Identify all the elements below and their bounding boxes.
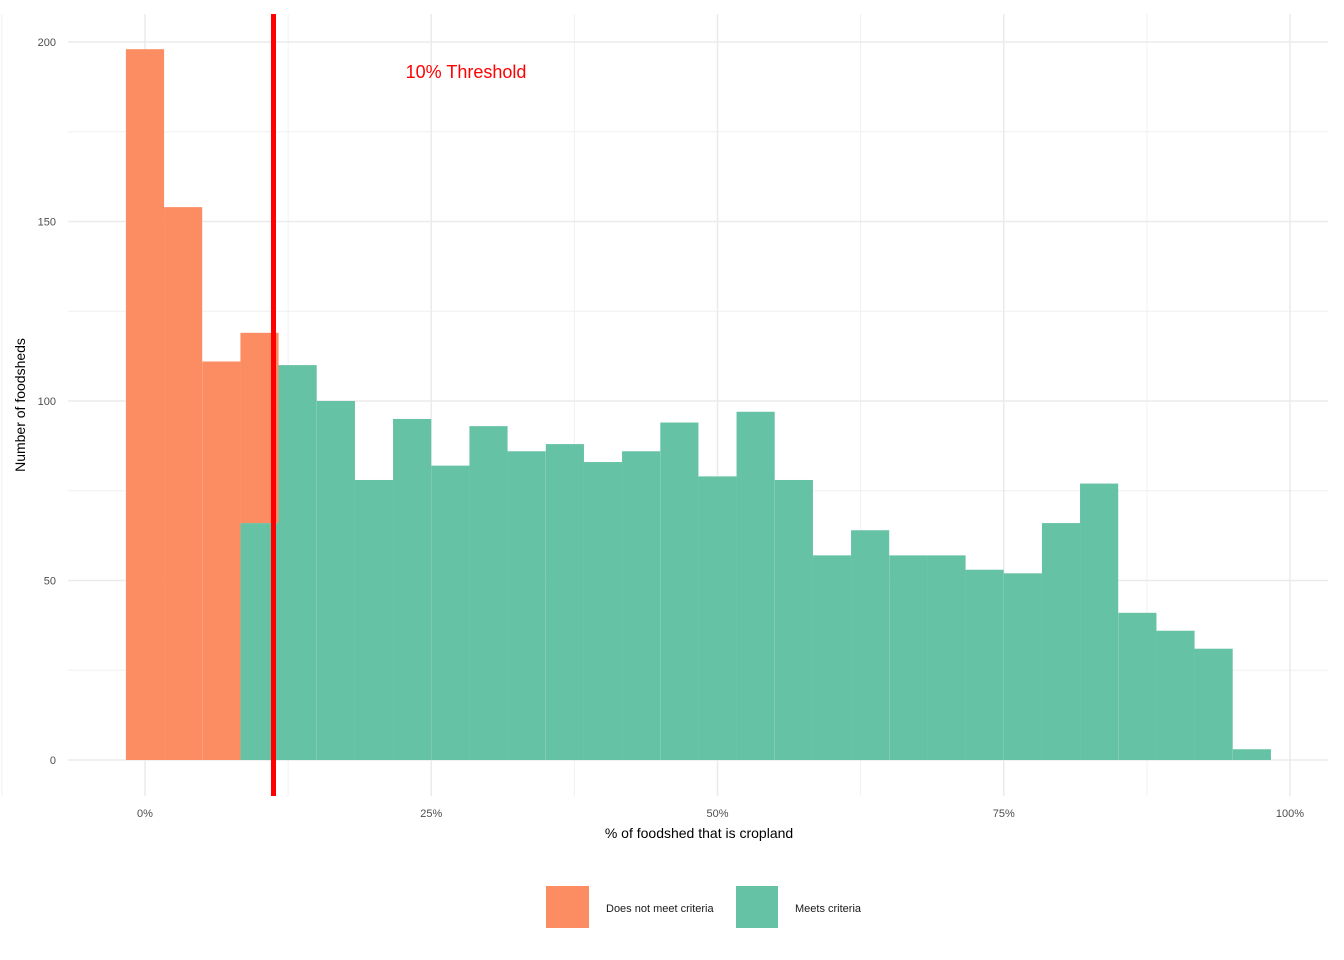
bar-meets-criteria (1041, 523, 1081, 760)
x-tick-labels: 0% 25% 50% 75% 100% (137, 808, 1304, 820)
bar-meets-criteria (1003, 573, 1042, 760)
y-axis-title: Number of foodsheds (12, 338, 28, 472)
legend: Does not meet criteria Meets criteria (546, 886, 862, 928)
y-tick-label: 100 (38, 396, 56, 408)
x-tick-label: 50% (706, 808, 728, 820)
y-tick-label: 200 (38, 37, 56, 49)
bar-meets-criteria (812, 555, 852, 760)
x-axis-title: % of foodshed that is cropland (605, 825, 793, 841)
bar-meets-criteria (889, 555, 928, 760)
legend-swatch-does-not-meet (546, 886, 589, 928)
bar-meets-criteria (393, 418, 432, 760)
bar-meets-criteria (1232, 749, 1271, 760)
bar-meets-criteria (965, 569, 1004, 760)
bar-meets-criteria (469, 426, 508, 760)
bar-meets-criteria (698, 476, 737, 760)
bar-meets-criteria (278, 365, 317, 760)
bar-meets-criteria (545, 444, 584, 760)
y-tick-label: 150 (38, 217, 56, 229)
bar-meets-criteria (660, 422, 699, 760)
bar-does-not-meet-criteria (202, 361, 241, 760)
bar-meets-criteria (1118, 612, 1157, 760)
bar-meets-criteria (1194, 648, 1233, 760)
bar-meets-criteria (431, 465, 470, 760)
legend-swatch-meets (736, 886, 778, 928)
bar-meets-criteria (851, 530, 890, 760)
x-tick-label: 75% (993, 808, 1015, 820)
bar-meets-criteria (622, 451, 661, 760)
bar-does-not-meet-criteria (125, 49, 165, 761)
y-tick-labels: 0 50 100 150 200 (38, 37, 56, 767)
y-tick-label: 0 (50, 755, 56, 767)
x-tick-label: 100% (1276, 808, 1304, 820)
bar-meets-criteria (507, 451, 546, 760)
y-tick-label: 50 (44, 576, 56, 588)
x-tick-label: 25% (420, 808, 442, 820)
bar-meets-criteria (927, 555, 966, 760)
legend-label-does-not-meet: Does not meet criteria (606, 903, 714, 915)
threshold-label: 10% Threshold (406, 62, 527, 82)
x-tick-label: 0% (137, 808, 153, 820)
bar-meets-criteria (316, 401, 355, 760)
bar-meets-criteria (1156, 630, 1195, 760)
bar-meets-criteria (583, 462, 623, 760)
bar-does-not-meet-criteria (164, 207, 203, 760)
legend-label-meets: Meets criteria (795, 903, 862, 915)
bar-meets-criteria (774, 479, 813, 760)
bars (125, 49, 1271, 761)
bar-meets-criteria (736, 411, 775, 760)
bar-meets-criteria (354, 479, 394, 760)
bar-meets-criteria (1080, 483, 1119, 760)
